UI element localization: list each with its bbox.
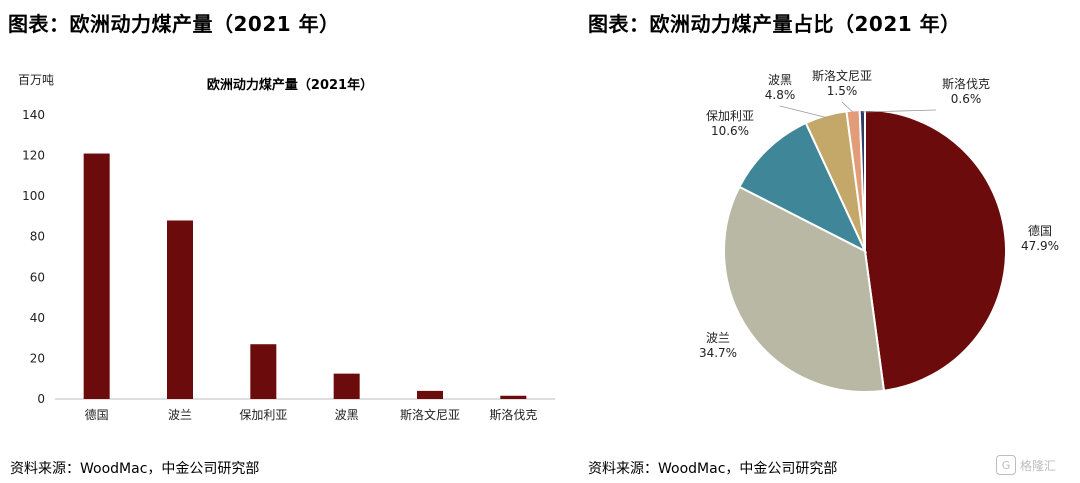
x-tick-label: 保加利亚	[239, 408, 287, 422]
pie-category-label: 波黑	[768, 73, 792, 87]
y-tick-label: 20	[30, 351, 45, 365]
leader-line	[841, 101, 854, 113]
y-tick-label: 60	[30, 270, 45, 284]
pie-value-label: 10.6%	[711, 124, 749, 138]
y-tick-label: 140	[22, 108, 45, 122]
left-figure-title: 图表：欧洲动力煤产量（2021 年）	[8, 12, 340, 36]
bar-chart-title: 欧洲动力煤产量（2021年）	[207, 77, 373, 93]
x-tick-label: 斯洛文尼亚	[400, 407, 460, 422]
y-tick-label: 80	[30, 230, 45, 244]
bar	[167, 220, 193, 399]
pie-value-label: 47.9%	[1021, 239, 1059, 253]
pie-slice	[864, 108, 1007, 392]
x-tick-label: 波黑	[335, 408, 359, 422]
leader-line	[779, 105, 827, 118]
bar-chart-panel: 图表：欧洲动力煤产量（2021 年） 欧洲动力煤产量（2021年） 百万吨 0 2…	[8, 12, 555, 477]
bar	[333, 373, 360, 399]
pie-category-label: 斯洛文尼亚	[812, 68, 872, 83]
pie-value-label: 34.7%	[699, 346, 737, 360]
bar	[250, 344, 277, 399]
y-tick-label: 100	[22, 189, 45, 203]
watermark-text: 格隆汇	[1020, 458, 1057, 473]
pie-value-label: 0.6%	[951, 92, 982, 106]
bar	[417, 390, 443, 399]
leader-line	[862, 109, 937, 113]
bar	[500, 395, 527, 399]
pie-slice	[723, 185, 886, 393]
right-source-note: 资料来源：WoodMac，中金公司研究部	[588, 461, 838, 477]
x-tick-label: 德国	[85, 407, 109, 422]
right-figure-title: 图表：欧洲动力煤产量占比（2021 年）	[588, 12, 961, 36]
bar-chart: 欧洲动力煤产量（2021年） 百万吨 0 20 40 60 80 100 120 140 德国 波…	[18, 73, 555, 422]
watermark-icon: G	[996, 455, 1016, 475]
left-source-note: 资料来源：WoodMac，中金公司研究部	[10, 461, 260, 477]
pie-chart-panel: 图表：欧洲动力煤产量占比（2021 年） 德国 47.9% 波兰 34.7% 保加利亚 1…	[570, 0, 1080, 483]
pie-value-label: 1.5%	[827, 84, 858, 98]
pie-slice	[738, 121, 868, 254]
pie-category-label: 德国	[1028, 223, 1052, 238]
x-tick-label: 波兰	[168, 408, 192, 422]
pie-category-label: 波兰	[706, 331, 730, 345]
bar	[83, 153, 110, 399]
pie-category-label: 保加利亚	[706, 109, 754, 123]
x-tick-label: 斯洛伐克	[489, 407, 537, 422]
pie-value-label: 4.8%	[765, 88, 796, 102]
y-tick-label: 40	[30, 311, 45, 325]
pie-slice	[858, 108, 866, 252]
y-tick-label: 120	[22, 149, 45, 163]
watermark-logo: G 格隆汇	[996, 452, 1074, 478]
y-axis-unit-label: 百万吨	[18, 73, 54, 87]
y-tick-label: 0	[37, 392, 45, 406]
pie-category-label: 斯洛伐克	[942, 76, 990, 91]
